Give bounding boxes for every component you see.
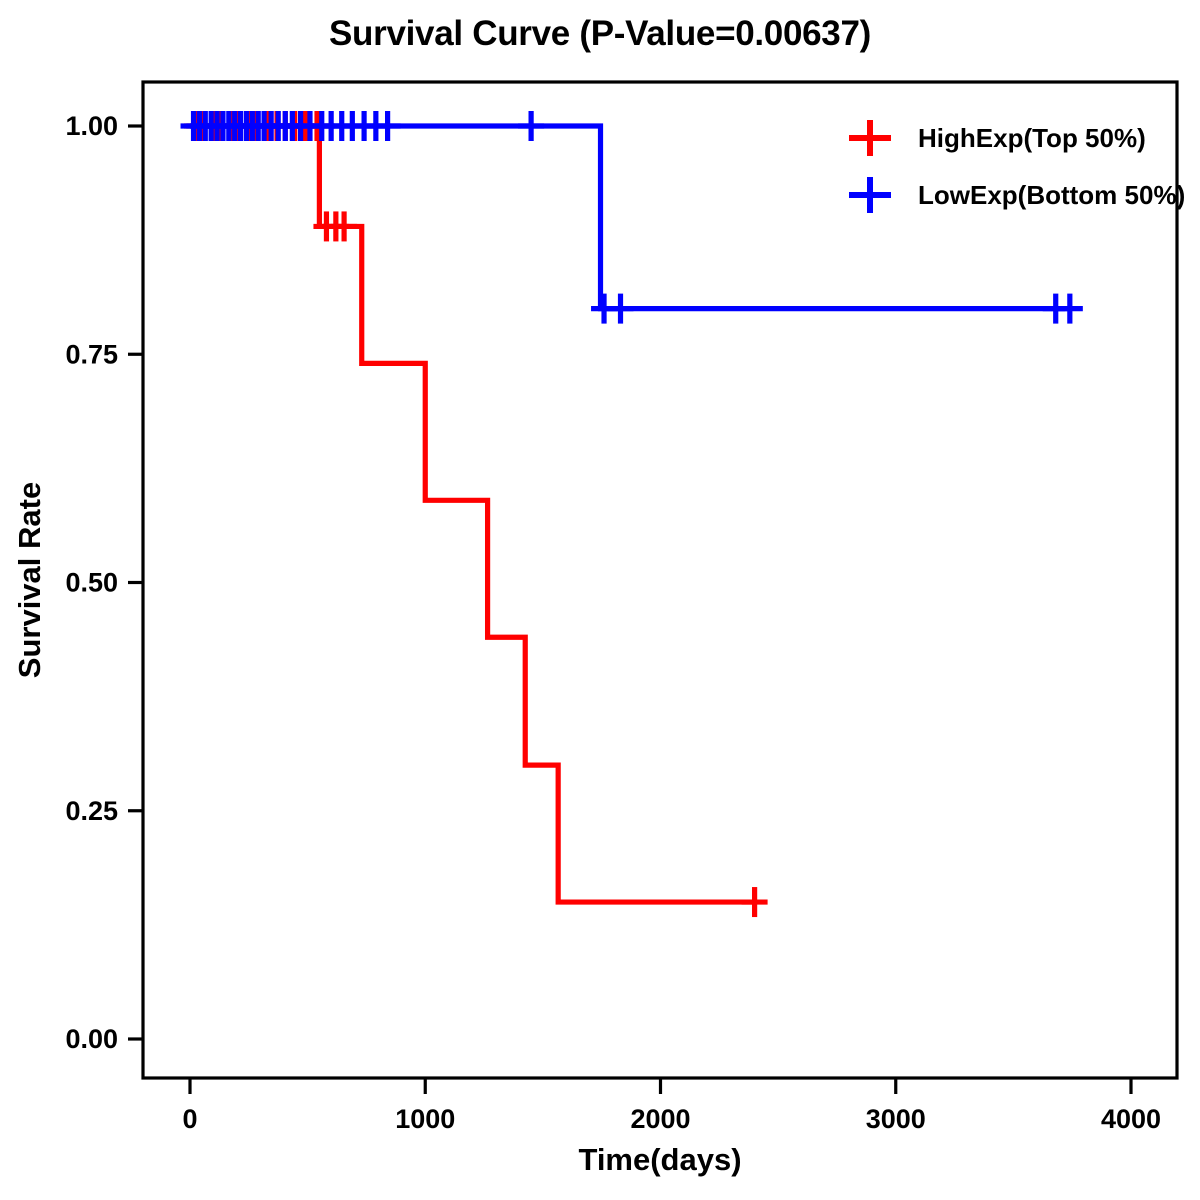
y-axis-ticks: 0.00 0.25 0.50 0.75 1.00	[65, 111, 143, 1054]
legend-label: LowExp(Bottom 50%)	[918, 180, 1185, 210]
plus-marker-icon	[849, 177, 891, 213]
series-high-exp	[184, 111, 768, 918]
series-layer	[180, 111, 1083, 918]
y-tick-label: 0.25	[65, 796, 118, 826]
step-line	[190, 123, 755, 905]
y-tick-label: 1.00	[65, 111, 118, 141]
chart-legend: HighExp(Top 50%) LowExp(Bottom 50%)	[849, 120, 1185, 213]
x-tick-label: 4000	[1101, 1104, 1161, 1134]
y-tick-label: 0.50	[65, 568, 118, 598]
legend-entry: HighExp(Top 50%)	[849, 120, 1146, 156]
x-tick-label: 3000	[866, 1104, 926, 1134]
x-tick-label: 0	[182, 1104, 197, 1134]
x-axis-title: Time(days)	[578, 1142, 741, 1177]
chart-title: Survival Curve (P-Value=0.00637)	[329, 14, 871, 53]
x-tick-label: 2000	[630, 1104, 690, 1134]
plot-frame	[141, 80, 1179, 1080]
x-tick-label: 1000	[395, 1104, 455, 1134]
y-tick-label: 0.00	[65, 1024, 118, 1054]
censor-marks	[180, 111, 1083, 324]
plus-marker-icon	[849, 120, 891, 156]
legend-entry: LowExp(Bottom 50%)	[849, 177, 1185, 213]
legend-label: HighExp(Top 50%)	[918, 123, 1146, 153]
x-axis-ticks: 0 1000 2000 3000 4000	[182, 1078, 1161, 1134]
series-low-exp	[180, 111, 1083, 324]
y-axis-title: Survival Rate	[12, 482, 47, 678]
censor-marks	[184, 111, 768, 918]
y-tick-label: 0.75	[65, 339, 118, 369]
